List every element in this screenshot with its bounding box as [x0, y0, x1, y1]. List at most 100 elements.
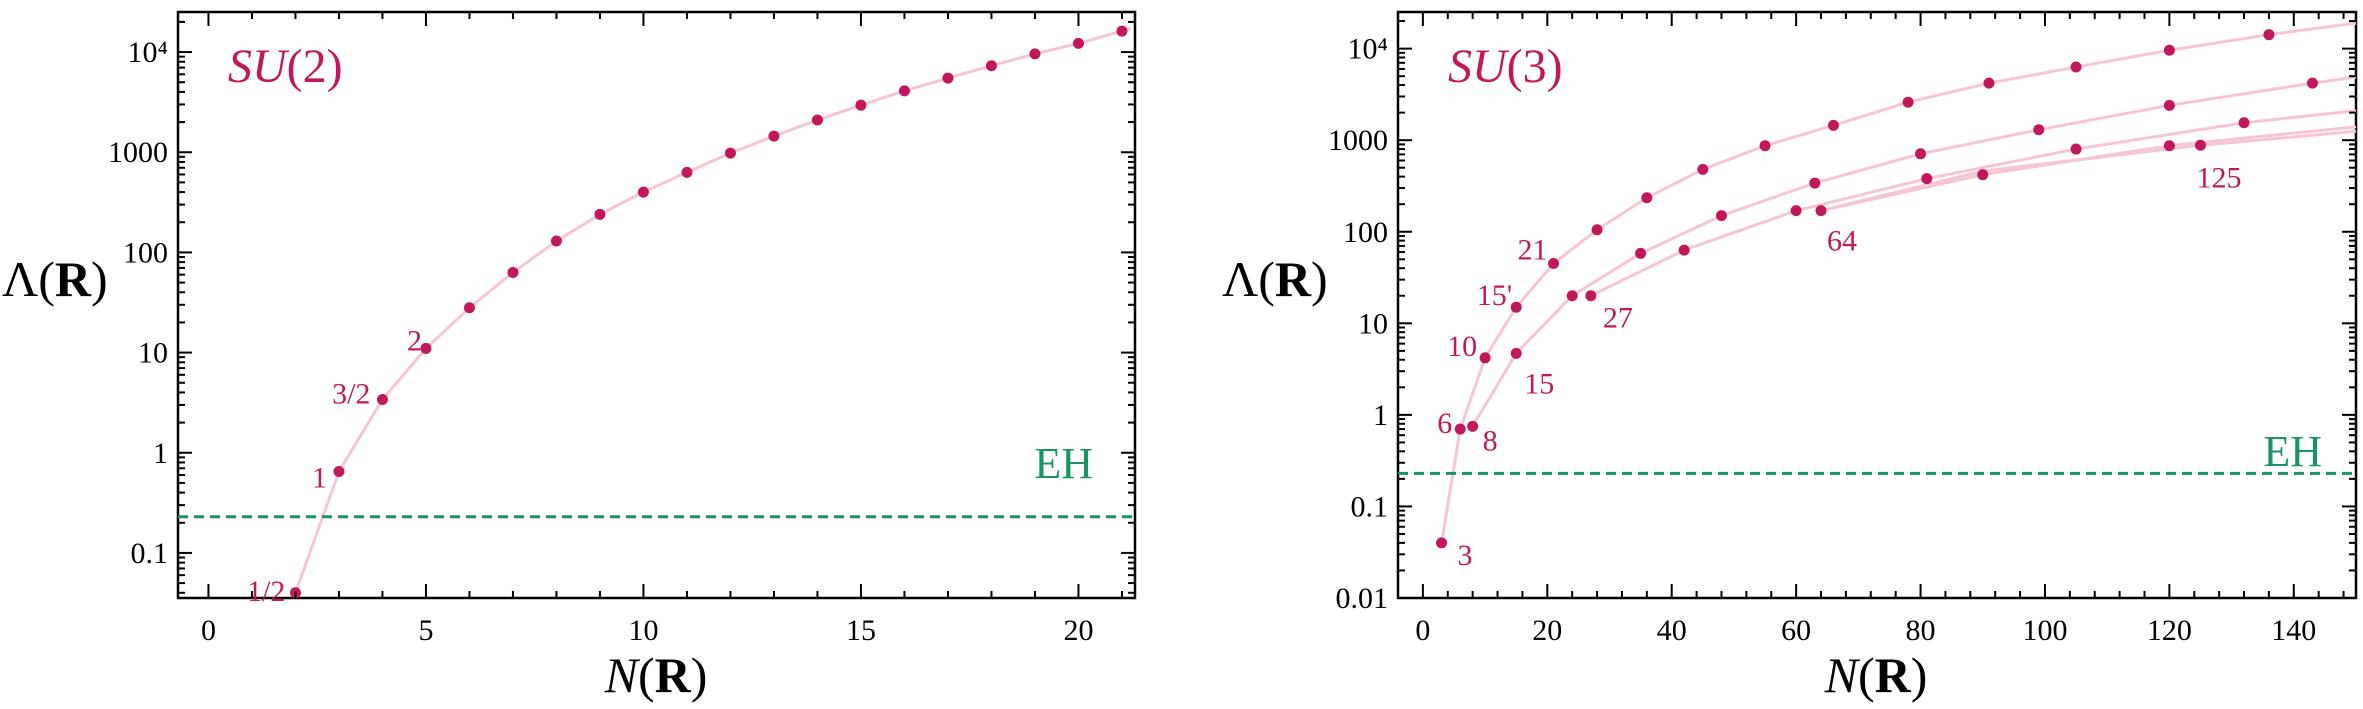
data-point — [2070, 61, 2082, 73]
fit-curve-1 — [1440, 21, 2357, 544]
x-tick-label: 60 — [1781, 614, 1811, 647]
data-point — [942, 72, 954, 84]
x-label-bold: R — [655, 647, 692, 703]
data-point — [1902, 96, 1914, 108]
data-point — [2238, 117, 2250, 129]
chart-su2: 0 5 10 15 20 0.1 1 10 100 1000 10⁴ 1/2 1 3/2 2 SU(2)… — [2, 10, 1137, 703]
irrep-label: 3 — [1458, 539, 1473, 572]
y-tick-label: 10⁴ — [128, 36, 168, 69]
y-axis-label: Λ(R) — [1222, 251, 1328, 307]
data-point — [594, 208, 606, 220]
y-tick-label: 0.1 — [131, 537, 169, 570]
irrep-label: 27 — [1603, 302, 1633, 335]
data-point — [1566, 290, 1578, 302]
y-ticks: 0.1 1 10 100 1000 10⁴ — [108, 20, 1135, 594]
data-point — [1815, 205, 1827, 217]
irrep-label: 8 — [1483, 424, 1498, 457]
data-point — [1635, 247, 1647, 259]
x-tick-label: 120 — [2147, 614, 2192, 647]
data-point — [855, 99, 867, 111]
x-tick-label: 100 — [2022, 614, 2067, 647]
irrep-label: 6 — [1437, 407, 1452, 440]
x-ticks: 0 20 40 60 80 100 120 140 — [1397, 12, 2345, 647]
data-point — [1548, 258, 1560, 270]
eh-label: EH — [2263, 427, 2322, 476]
eh-label: EH — [1034, 439, 1093, 488]
x-tick-label: 20 — [1063, 614, 1093, 647]
x-ticks: 0 5 10 15 20 — [201, 12, 1123, 647]
data-point — [2263, 29, 2275, 41]
irrep-label: 3/2 — [332, 378, 370, 411]
data-point — [420, 342, 432, 354]
data-point — [333, 465, 345, 477]
data-point — [1809, 177, 1821, 189]
curve-group — [294, 27, 1132, 594]
data-point — [2194, 139, 2206, 151]
fit-curve-3 — [1590, 109, 2357, 298]
data-point — [1591, 224, 1603, 236]
annotations: 1/2 1 3/2 2 — [247, 324, 422, 607]
irrep-label: 1 — [312, 461, 327, 494]
data-point — [768, 130, 780, 142]
x-tick-label: 80 — [1906, 614, 1936, 647]
x-tick-label: 20 — [1532, 614, 1562, 647]
y-label-prefix: Λ — [1222, 251, 1258, 307]
data-point — [1510, 301, 1522, 313]
y-tick-label: 1 — [1373, 399, 1388, 432]
data-point — [1510, 347, 1522, 359]
y-tick-label: 10 — [1358, 307, 1388, 340]
data-point — [1454, 423, 1466, 435]
chart-title: SU(2) — [228, 40, 343, 93]
data-point — [637, 186, 649, 198]
y-tick-label: 100 — [1343, 216, 1388, 249]
fit-curve-5 — [1820, 129, 2357, 213]
data-point — [463, 302, 475, 314]
points-group — [1436, 29, 2318, 549]
y-ticks: 0.01 0.1 1 10 100 1000 10⁴ — [1328, 20, 2356, 615]
data-point — [507, 267, 519, 279]
y-label-bold: R — [55, 251, 92, 307]
y-tick-label: 0.01 — [1336, 582, 1389, 615]
data-point — [1715, 210, 1727, 222]
chart-title: SU(3) — [1448, 40, 1563, 93]
y-tick-label: 10⁴ — [1348, 33, 1388, 66]
data-point — [2163, 99, 2175, 111]
y-tick-label: 100 — [123, 236, 168, 269]
irrep-label: 64 — [1827, 225, 1857, 258]
x-label-prefix: N — [1824, 647, 1861, 703]
data-point — [1697, 163, 1709, 175]
irrep-label: 15' — [1477, 279, 1512, 312]
data-point — [1641, 192, 1653, 204]
irrep-label: 1/2 — [247, 575, 285, 608]
data-point — [1072, 37, 1084, 49]
y-tick-label: 1 — [153, 437, 168, 470]
x-tick-label: 5 — [418, 614, 433, 647]
data-point — [681, 166, 693, 178]
data-point — [898, 85, 910, 97]
x-label-prefix: N — [604, 647, 641, 703]
irrep-label: 2 — [407, 324, 422, 357]
curve-group — [1440, 21, 2357, 544]
data-point — [1029, 48, 1041, 60]
x-tick-label: 140 — [2271, 614, 2316, 647]
x-tick-label: 0 — [201, 614, 216, 647]
fit-curve-1 — [294, 27, 1132, 594]
x-tick-label: 15 — [846, 614, 876, 647]
plot-frame — [1396, 10, 2358, 600]
data-point — [1915, 148, 1927, 160]
chart-su3: 0 20 40 60 80 100 120 140 0.010.1110100100010⁴ … — [1222, 10, 2358, 703]
data-point — [1479, 352, 1491, 364]
data-point — [724, 147, 736, 159]
data-point — [376, 394, 388, 406]
y-axis-label: Λ(R) — [2, 251, 108, 307]
y-tick-label: 1000 — [108, 136, 168, 169]
data-point — [1759, 140, 1771, 152]
data-point — [2163, 44, 2175, 56]
y-label-bold: R — [1275, 251, 1312, 307]
x-tick-label: 40 — [1657, 614, 1687, 647]
points-group — [289, 25, 1128, 599]
x-tick-label: 10 — [628, 614, 658, 647]
